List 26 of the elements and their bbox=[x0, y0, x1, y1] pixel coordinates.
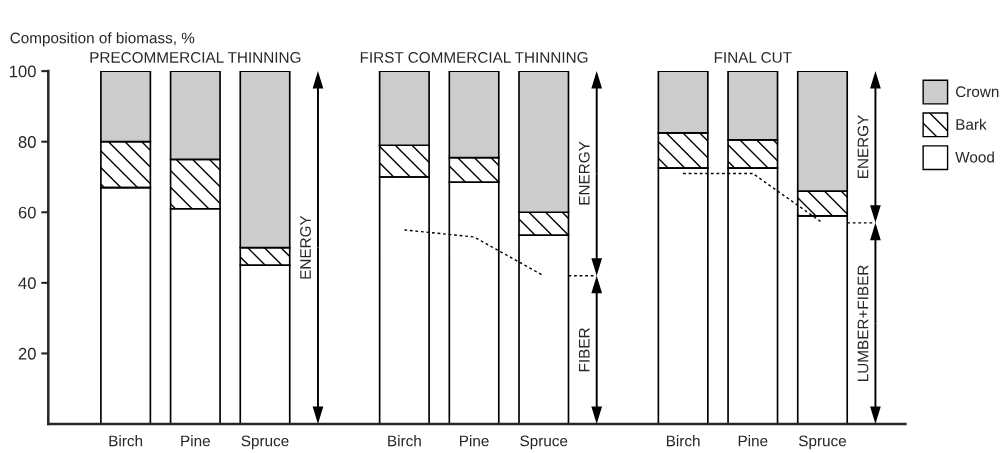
y-tick-label: 60 bbox=[18, 206, 36, 219]
y-tick-label: 80 bbox=[18, 136, 36, 148]
x-tick-label: Birch bbox=[109, 435, 143, 447]
annotation: ENERGY bbox=[578, 141, 590, 205]
y-tick-label: 40 bbox=[18, 277, 36, 290]
y-tick-label: 20 bbox=[18, 347, 36, 360]
x-tick-label: Birch bbox=[666, 435, 700, 447]
annotation: ENERGY bbox=[857, 115, 869, 178]
annotation: LUMBER+FIBER bbox=[857, 265, 869, 381]
x-tick-label: Pine bbox=[460, 435, 489, 447]
legend-label: Wood bbox=[955, 151, 994, 163]
y-axis-title: Composition of biomass, % bbox=[10, 32, 195, 47]
x-tick-label: Birch bbox=[388, 435, 421, 447]
x-tick-label: Pine bbox=[181, 435, 210, 447]
text: FINAL CUT bbox=[714, 51, 792, 63]
x-tick-label: Spruce bbox=[241, 435, 289, 450]
annotation: ENERGY bbox=[300, 215, 311, 279]
x-tick-label: Pine bbox=[738, 435, 768, 447]
legend-label: Bark bbox=[956, 118, 987, 130]
x-tick-label: Spruce bbox=[798, 435, 846, 450]
legend-label: Crown bbox=[956, 86, 999, 98]
annotation: FIBER bbox=[578, 328, 590, 372]
text: FIRST COMMERCIAL THINNING bbox=[360, 51, 588, 63]
y-tick-label: 100 bbox=[9, 65, 36, 78]
x-tick-label: Spruce bbox=[520, 435, 568, 450]
text: PRECOMMERCIAL THINNING bbox=[90, 51, 301, 63]
